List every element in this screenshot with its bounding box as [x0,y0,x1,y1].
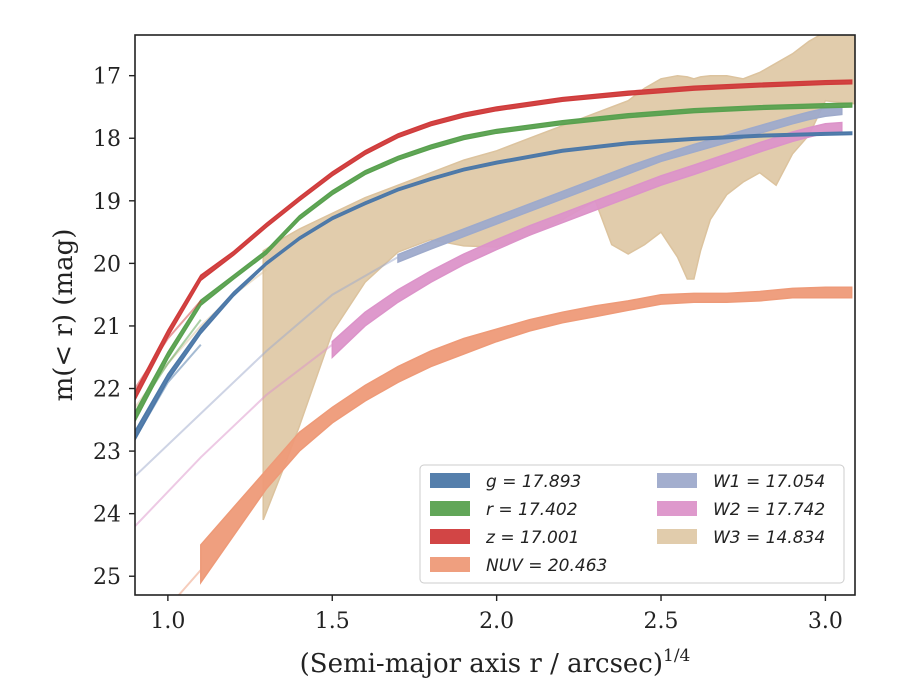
legend-swatch-w1 [657,473,697,488]
legend-swatch-z [430,529,470,544]
y-tick-label: 25 [93,565,121,590]
legend-label-w2: W2 = 17.742 [713,500,825,520]
series-nuv-extrapolation-line [177,569,202,595]
legend-swatch-w2 [657,501,697,516]
x-tick-label: 2.0 [479,609,514,634]
series-w1-extrapolation-line [135,256,399,477]
plot-frame [134,34,856,596]
series-g-band [135,131,853,442]
legend-label-w3: W3 = 14.834 [713,528,825,548]
series-w1-band [397,106,843,264]
legend-label-g: g = 17.893 [486,472,581,492]
series-z-band [135,79,853,401]
legend-label-w1: W1 = 17.054 [713,472,825,492]
y-tick-label: 17 [93,65,121,90]
y-axis-label: m(< r) (mag) [49,229,79,402]
legend-label-nuv: NUV = 20.463 [486,556,607,576]
y-tick-label: 18 [93,127,121,152]
legend-swatch-g [430,473,470,488]
series-w2-extrapolation-line [135,343,333,527]
y-tick-label: 22 [93,378,121,403]
x-tick-label: 1.5 [315,609,350,634]
legend-swatch-nuv [430,557,470,572]
plot-area [135,35,855,595]
legend-label-z: z = 17.001 [485,528,579,548]
y-tick-label: 21 [93,315,121,340]
series-nuv-band [200,286,853,585]
y-tick-label: 20 [93,252,121,277]
legend-label-r: r = 17.402 [486,500,578,520]
legend-frame [419,464,845,584]
x-tick-label: 1.0 [150,609,185,634]
x-axis-label-exponent: 1/4 [663,646,690,666]
x-tick-label: 2.5 [644,609,679,634]
y-axis: 17 18 19 20 21 22 23 24 25 [93,65,135,590]
y-tick-label: 24 [93,503,121,528]
legend-swatch-r [430,501,470,516]
y-tick-label: 23 [93,440,121,465]
x-axis-label: (Semi-major axis r / arcsec)1/4 [300,646,691,679]
y-tick-label: 19 [93,190,121,215]
x-tick-label: 3.0 [808,609,843,634]
legend: g = 17.893 r = 17.402 z = 17.001 NUV = 20.4… [419,464,845,584]
legend-swatch-w3 [657,529,697,544]
series-r-band [135,102,853,422]
x-axis: 1.0 1.5 2.0 2.5 3.0 [150,595,843,634]
